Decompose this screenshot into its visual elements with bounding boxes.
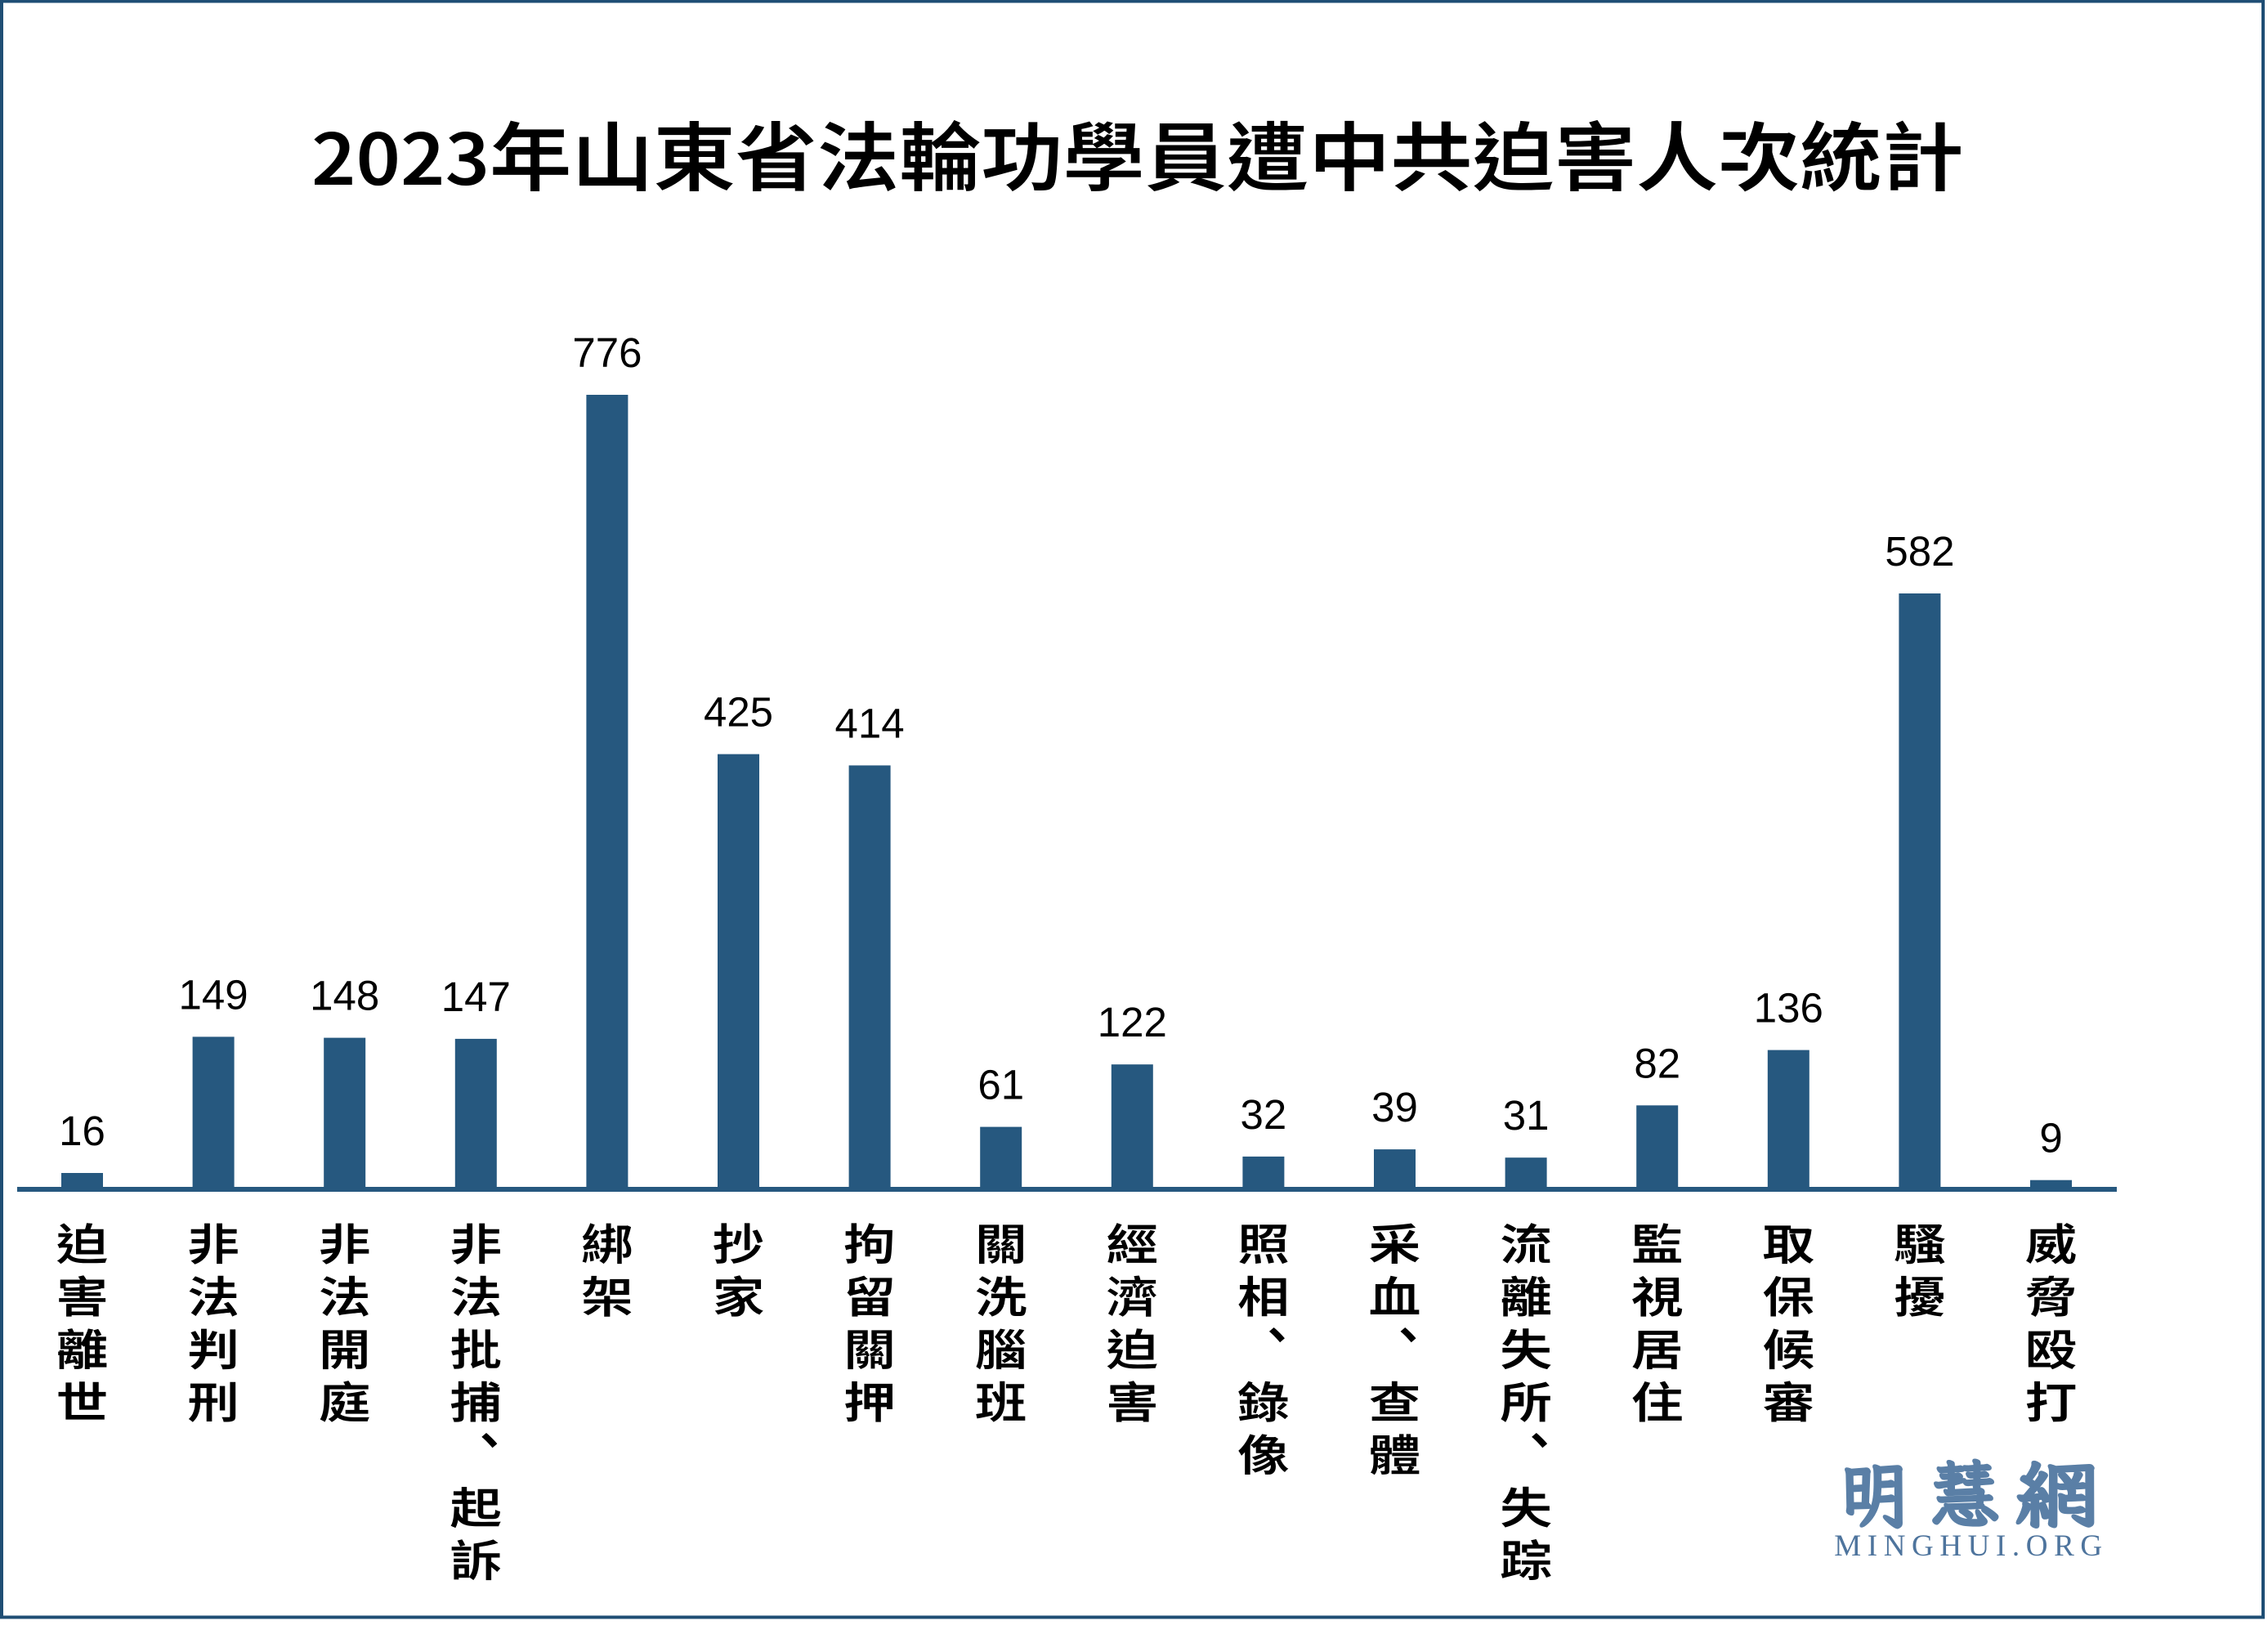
svg-text:61: 61 [977, 1062, 1024, 1108]
svg-text:136: 136 [1754, 985, 1823, 1032]
svg-text:MINGHUI.ORG: MINGHUI.ORG [1834, 1529, 2108, 1563]
svg-text:425: 425 [704, 689, 773, 736]
svg-text:39: 39 [1371, 1084, 1418, 1130]
svg-text:148: 148 [310, 973, 379, 1019]
svg-text:82: 82 [1634, 1040, 1680, 1086]
svg-text:147: 147 [441, 974, 511, 1020]
svg-text:9: 9 [2039, 1115, 2062, 1162]
svg-text:414: 414 [835, 700, 905, 746]
svg-text:582: 582 [1885, 528, 1954, 575]
svg-text:149: 149 [179, 971, 248, 1018]
svg-text:776: 776 [572, 329, 642, 376]
svg-text:31: 31 [1503, 1092, 1550, 1139]
svg-text:32: 32 [1241, 1091, 1287, 1138]
svg-text:122: 122 [1098, 999, 1167, 1045]
svg-text:16: 16 [59, 1108, 105, 1154]
